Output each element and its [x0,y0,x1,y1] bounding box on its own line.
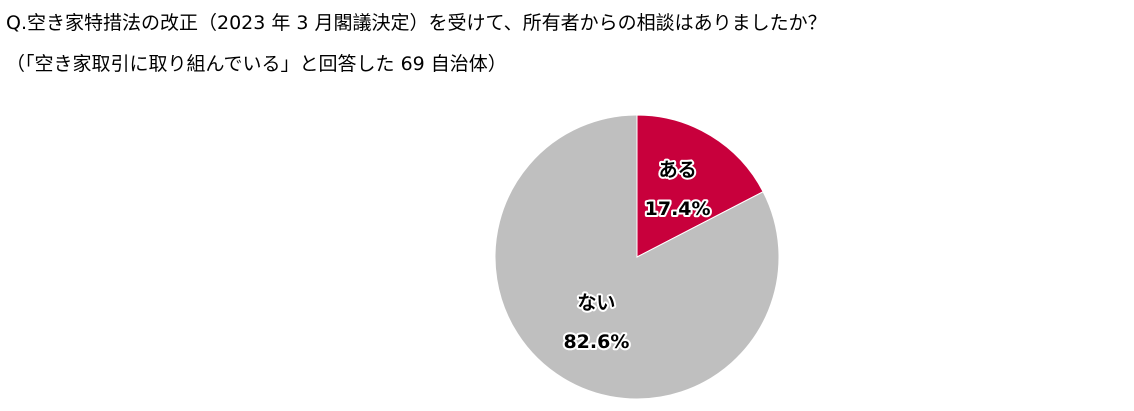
pie-slice [494,114,780,400]
slice-category-label: ある [659,159,697,181]
pie-slice [636,114,764,258]
chart-subtitle: （「空き家取引に取り組んでいる」と回答した 69 自治体） [6,53,507,75]
chart-title: Q.空き家特措法の改正（2023 年 3 月閣議決定）を受けて、所有者からの相談… [6,12,827,34]
slice-category-label: ない [577,292,615,314]
slice-value-label: 82.6% [563,331,629,353]
slice-value-label: 17.4% [645,198,711,220]
